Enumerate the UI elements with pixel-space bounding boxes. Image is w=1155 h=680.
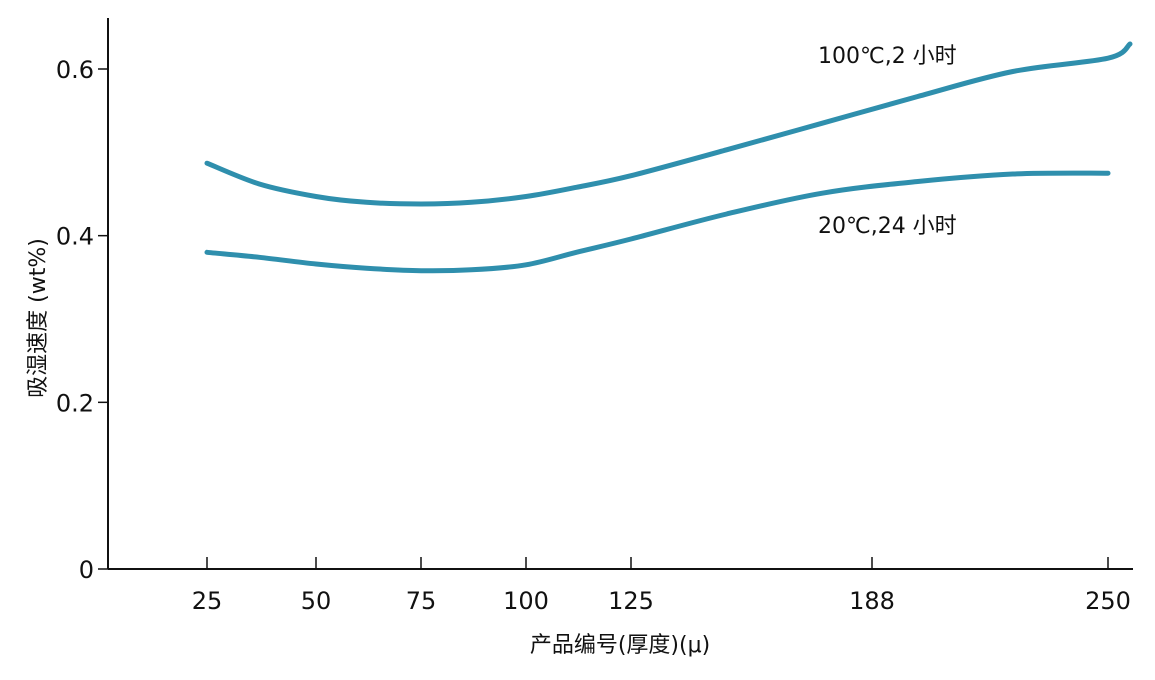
x-tick-label: 188 [849,587,895,615]
x-tick-label: 50 [301,587,332,615]
x-axis-title: 产品编号(厚度)(μ) [530,633,710,658]
x-tick-label: 100 [503,587,549,615]
series-label-20c-24h: 20℃,24 小时 [818,214,957,239]
x-tick-label: 75 [406,587,437,615]
y-tick-label: 0.4 [56,223,94,251]
series-label-100c-2h: 100℃,2 小时 [818,44,957,69]
x-tick-label: 250 [1085,587,1131,615]
labels: 产品编号(厚度)(μ) 吸湿速度 (wt%) 100℃,2 小时 20℃,24 … [26,44,957,658]
x-tick-label: 25 [192,587,223,615]
series-line-100c-2h [204,41,1133,207]
series-lines [204,41,1133,274]
x-tick-label: 125 [608,587,654,615]
axes [107,18,1133,570]
y-tick-label: 0.6 [56,56,94,84]
ticks: 0 0.2 0.4 0.6 25 50 75 100 125 188 250 [56,56,1131,615]
series-line-20c-24h [204,170,1111,274]
y-tick-label: 0 [79,556,94,584]
y-tick-label: 0.2 [56,389,94,417]
y-axis-title: 吸湿速度 (wt%) [26,238,51,398]
